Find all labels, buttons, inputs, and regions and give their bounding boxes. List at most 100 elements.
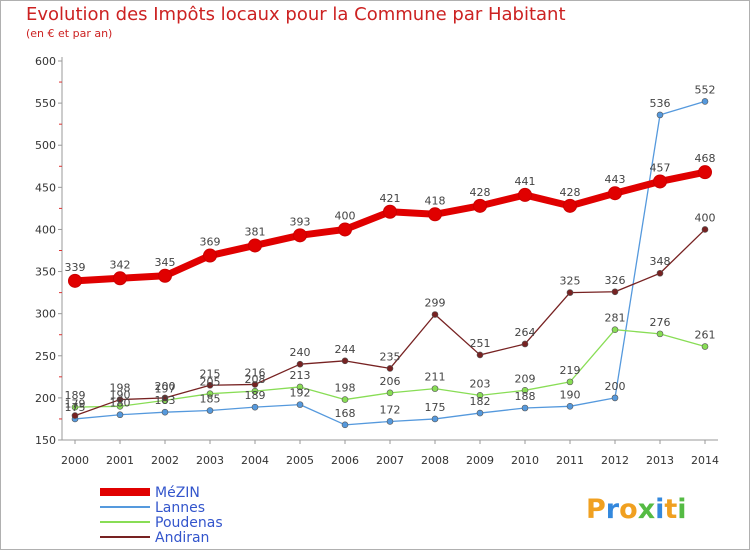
data-point bbox=[296, 360, 304, 368]
data-label: 215 bbox=[200, 367, 221, 380]
data-point bbox=[431, 415, 439, 423]
x-tick-label: 2014 bbox=[691, 454, 719, 467]
data-label: 189 bbox=[65, 389, 86, 402]
data-label: 200 bbox=[605, 380, 626, 393]
data-label: 208 bbox=[245, 373, 266, 386]
data-label: 216 bbox=[245, 366, 266, 379]
data-label: 441 bbox=[515, 175, 536, 188]
data-point bbox=[428, 207, 442, 222]
data-point bbox=[161, 408, 169, 416]
data-point bbox=[116, 403, 124, 410]
x-tick-label: 2006 bbox=[331, 454, 359, 467]
data-labels-layer: 175 180 183 185 189 192 168 172 175 182 188 190 200 5… bbox=[65, 83, 716, 419]
data-label: 197 bbox=[155, 382, 176, 395]
data-label: 198 bbox=[110, 382, 131, 395]
data-label: 281 bbox=[605, 312, 626, 325]
data-point bbox=[71, 403, 79, 411]
x-tick-label: 2007 bbox=[376, 454, 404, 467]
svg-text:Proxiti: Proxiti bbox=[586, 494, 687, 525]
data-label: 180 bbox=[110, 397, 131, 410]
data-point bbox=[566, 289, 574, 296]
data-label: 536 bbox=[650, 97, 671, 110]
data-label: 342 bbox=[110, 258, 131, 271]
data-point bbox=[566, 403, 574, 410]
data-point bbox=[296, 383, 304, 391]
data-point bbox=[563, 198, 577, 213]
legend-item-mézin: MéZIN bbox=[100, 485, 200, 501]
y-tick-label: 600 bbox=[35, 55, 56, 68]
data-point bbox=[341, 396, 349, 403]
data-point bbox=[656, 269, 664, 277]
data-label: 168 bbox=[335, 407, 356, 420]
x-tick-label: 2001 bbox=[106, 454, 134, 467]
legend-item-lannes: Lannes bbox=[100, 500, 205, 516]
data-label: 393 bbox=[290, 215, 311, 228]
data-label: 179 bbox=[65, 398, 86, 411]
data-point bbox=[251, 403, 259, 411]
data-point bbox=[206, 390, 214, 397]
data-point bbox=[431, 385, 439, 392]
data-label: 345 bbox=[155, 256, 176, 269]
data-label: 183 bbox=[155, 394, 176, 407]
legend-item-poudenas: Poudenas bbox=[100, 515, 223, 531]
data-label: 400 bbox=[695, 211, 716, 224]
data-point bbox=[386, 418, 394, 425]
data-label: 428 bbox=[560, 186, 581, 199]
data-label: 198 bbox=[335, 382, 356, 395]
data-label: 369 bbox=[200, 236, 221, 249]
chart-axes: 150 200 250 300 350 400 450 500 550 600 2000 2001 20… bbox=[35, 55, 719, 467]
data-point bbox=[521, 404, 529, 412]
data-label: 339 bbox=[65, 261, 86, 274]
data-point bbox=[251, 387, 259, 395]
x-tick-label: 2004 bbox=[241, 454, 269, 467]
data-point bbox=[248, 238, 262, 253]
data-point bbox=[566, 378, 574, 386]
data-point bbox=[701, 226, 709, 233]
proxiti-logo: Proxiti bbox=[586, 494, 687, 525]
x-tick-label: 2002 bbox=[151, 454, 179, 467]
data-label: 213 bbox=[290, 369, 311, 382]
series-poudenas bbox=[71, 326, 709, 411]
series-layer bbox=[68, 98, 712, 429]
data-point bbox=[116, 411, 124, 419]
data-label: 381 bbox=[245, 225, 266, 238]
data-label: 188 bbox=[515, 390, 536, 403]
data-point bbox=[386, 365, 394, 372]
data-label: 203 bbox=[470, 377, 491, 390]
data-label: 172 bbox=[380, 403, 401, 416]
data-point bbox=[611, 326, 619, 333]
y-tick-label: 400 bbox=[35, 223, 56, 236]
data-point bbox=[608, 186, 622, 201]
legend-label: Poudenas bbox=[155, 515, 223, 531]
data-label: 261 bbox=[695, 329, 716, 342]
data-label: 206 bbox=[380, 375, 401, 388]
data-point bbox=[521, 387, 529, 394]
y-tick-label: 500 bbox=[35, 139, 56, 152]
y-tick-label: 550 bbox=[35, 97, 56, 110]
data-point bbox=[251, 381, 259, 388]
series-mézin bbox=[68, 165, 712, 288]
y-tick-label: 350 bbox=[35, 266, 56, 279]
y-tick-label: 250 bbox=[35, 350, 56, 363]
data-label: 299 bbox=[425, 297, 446, 310]
data-label: 235 bbox=[380, 350, 401, 363]
legend-label: Andiran bbox=[155, 530, 209, 546]
data-label: 192 bbox=[290, 387, 311, 400]
data-label: 400 bbox=[335, 209, 356, 222]
x-tick-label: 2010 bbox=[511, 454, 539, 467]
data-label: 190 bbox=[560, 388, 581, 401]
legend-label: Lannes bbox=[155, 500, 205, 516]
data-point bbox=[206, 407, 214, 414]
data-point bbox=[341, 357, 349, 365]
data-point bbox=[71, 412, 79, 419]
data-point bbox=[293, 228, 307, 243]
data-point bbox=[116, 396, 124, 403]
data-label: 189 bbox=[245, 389, 266, 402]
data-label: 209 bbox=[515, 372, 536, 385]
data-label: 182 bbox=[470, 395, 491, 408]
data-point bbox=[701, 343, 709, 350]
y-tick-label: 200 bbox=[35, 392, 56, 405]
data-point bbox=[476, 351, 484, 359]
data-point bbox=[656, 111, 664, 119]
